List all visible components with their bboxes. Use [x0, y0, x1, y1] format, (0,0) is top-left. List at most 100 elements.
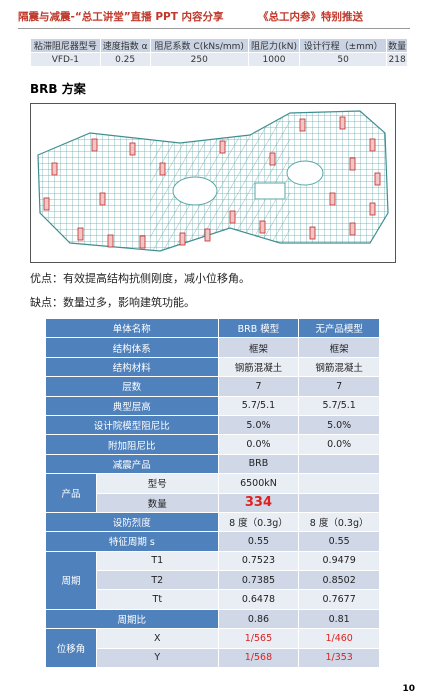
column-header: 阻尼系数 C(kNs/mm): [149, 38, 249, 53]
row-label: 型号: [96, 473, 219, 494]
cell: 0.7385: [217, 570, 300, 591]
cell: 0.9479: [298, 550, 380, 572]
cell: 0.55: [217, 531, 300, 552]
row-label: T2: [96, 570, 219, 591]
data-row: 周期比 0.86 0.81: [45, 608, 380, 630]
cell: [298, 492, 380, 513]
row-label: 数量: [96, 492, 219, 513]
page-number: 10: [402, 684, 415, 694]
cell: 0.81: [298, 608, 380, 630]
row-label: 附加阻尼比: [45, 434, 219, 455]
row-label: 周期比: [45, 608, 219, 630]
header-row: 粘滞阻尼器型号 速度指数 α 阻尼系数 C(kNs/mm) 阻尼力(kN) 设计行程（±…: [30, 38, 408, 53]
data-row: 结构体系 框架 框架: [45, 337, 380, 358]
data-row: 位移角 X 1/565 1/460: [45, 628, 380, 669]
row-label: Y: [96, 647, 219, 669]
data-row: VFD-1 0.25 250 1000 50 218: [30, 52, 408, 67]
row-label: 典型层高: [45, 395, 219, 416]
row-label: 设计院模型阻尼比: [45, 414, 219, 436]
section-title: BRB 方案: [30, 82, 86, 96]
cell: 钢筋混凝土: [217, 356, 300, 378]
header-row: 单体名称 BRB 模型 无产品模型: [45, 317, 380, 339]
cell: 8 度（0.3g）: [217, 511, 300, 533]
cell: 0.8502: [298, 570, 380, 591]
cell: 0.7677: [298, 589, 380, 610]
header-rule: [18, 28, 410, 29]
cell: 1/353: [298, 647, 380, 669]
data-row: 特征周期 s 0.55 0.55: [45, 531, 380, 552]
cell: 框架: [217, 337, 300, 358]
cell: 0.25: [99, 52, 151, 67]
data-row: 设防烈度 8 度（0.3g） 8 度（0.3g）: [45, 511, 380, 533]
data-row: 周期 T1 0.7523 0.9479: [45, 550, 380, 610]
data-row: 数量 334: [46, 492, 380, 513]
data-row: 结构材料 钢筋混凝土 钢筋混凝土: [45, 356, 380, 378]
row-label: 特征周期 s: [45, 531, 219, 552]
cell: 1/565: [217, 628, 300, 649]
row-label: 结构材料: [45, 356, 219, 378]
cell: 1/568: [217, 647, 300, 669]
data-row: 典型层高 5.7/5.1 5.7/5.1: [45, 395, 380, 416]
data-row: T2 0.7385 0.8502: [46, 570, 380, 591]
row-label: Tt: [96, 589, 219, 610]
cell: 5.7/5.1: [298, 395, 380, 416]
floor-plan: [30, 103, 396, 263]
group-label: 产品: [45, 473, 97, 513]
cell: 框架: [298, 337, 380, 358]
cell: 250: [149, 52, 249, 67]
column-header: 阻尼力(kN): [247, 38, 301, 53]
row-label: 结构体系: [45, 337, 219, 358]
cell: 5.7/5.1: [217, 395, 300, 416]
cell: 0.86: [217, 608, 300, 630]
column-header: 无产品模型: [298, 317, 380, 339]
cons: 缺点：数量过多，影响建筑功能。: [30, 296, 195, 309]
cell: 0.7523: [217, 550, 300, 572]
cell: 0.6478: [217, 589, 300, 610]
data-row: 产品 型号 6500kN: [45, 473, 380, 513]
cell: 0.55: [298, 531, 380, 552]
damper-table: 粘滞阻尼器型号 速度指数 α 阻尼系数 C(kNs/mm) 阻尼力(kN) 设计行程（±…: [30, 38, 408, 67]
data-row: Y 1/568 1/353: [46, 647, 380, 669]
header-left: 隔震与减震-“总工讲堂”直播 PPT 内容分享: [18, 11, 224, 23]
row-label: T1: [96, 550, 219, 572]
row-label: 层数: [45, 376, 219, 397]
pros: 优点：有效提高结构抗侧刚度，减小位移角。: [30, 272, 250, 285]
data-row: Tt 0.6478 0.7677: [46, 589, 380, 610]
column-header: 单体名称: [45, 317, 219, 339]
header-right: 《总工内参》特别推送: [258, 11, 363, 23]
cell: VFD-1: [30, 52, 101, 67]
column-header: 速度指数 α: [99, 38, 151, 53]
row-label: 设防烈度: [45, 511, 219, 533]
data-row: 减震产品 BRB: [45, 453, 380, 475]
cell: 8 度（0.3g）: [298, 511, 380, 533]
cell: 218: [386, 52, 408, 67]
data-row: 层数 7 7: [45, 376, 380, 397]
comparison-table: 单体名称 BRB 模型 无产品模型 结构体系 框架 框架 结构材料 钢筋混凝土 钢筋混凝土 层数 7…: [45, 317, 380, 669]
cell: 334: [217, 492, 300, 513]
cell: 1000: [247, 52, 301, 67]
data-row: 设计院模型阻尼比 5.0% 5.0%: [45, 414, 380, 436]
cell: [298, 453, 380, 475]
column-header: 粘滞阻尼器型号: [30, 38, 101, 53]
cell: 7: [298, 376, 380, 397]
cell: 50: [299, 52, 388, 67]
data-row: 附加阻尼比 0.0% 0.0%: [45, 434, 380, 455]
cell: 5.0%: [217, 414, 300, 436]
column-header: 数量: [386, 38, 408, 53]
cell: 6500kN: [217, 473, 300, 494]
column-header: BRB 模型: [217, 317, 300, 339]
cell: 0.0%: [298, 434, 380, 455]
cell: 5.0%: [298, 414, 380, 436]
column-header: 设计行程（±mm）: [299, 38, 388, 53]
group-label: 位移角: [45, 628, 97, 669]
cell: 0.0%: [217, 434, 300, 455]
cell: 7: [217, 376, 300, 397]
group-label: 周期: [45, 550, 97, 610]
cell: BRB: [217, 453, 300, 475]
cell: 1/460: [298, 628, 380, 649]
cell: 钢筋混凝土: [298, 356, 380, 378]
row-label: X: [96, 628, 219, 649]
cell: [298, 473, 380, 494]
row-label: 减震产品: [45, 453, 219, 475]
